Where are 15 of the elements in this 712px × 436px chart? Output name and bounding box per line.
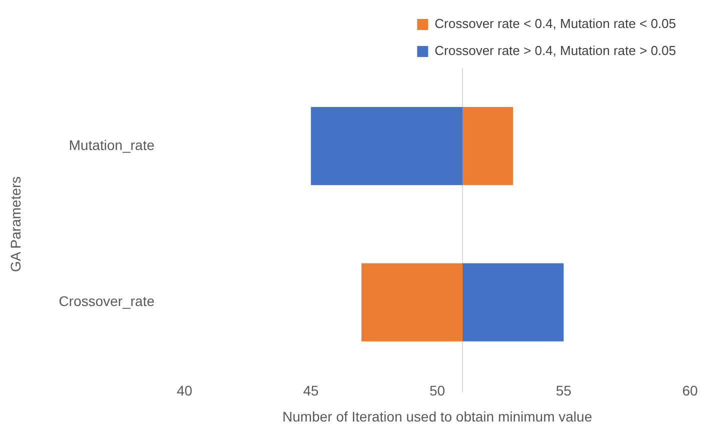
x-tick-label: 55: [556, 382, 572, 399]
x-tick-label: 60: [682, 382, 698, 399]
y-axis-title: GA Parameters: [7, 176, 24, 272]
y-tick-label: Mutation_rate: [68, 136, 155, 153]
bar: [361, 263, 463, 342]
x-axis-title: Number of Iteration used to obtain minimum value: [282, 408, 592, 424]
x-tick-label: 50: [429, 382, 446, 399]
bar: [310, 107, 463, 186]
x-tick-label: 45: [303, 382, 319, 399]
legend-label: Crossover rate > 0.4, Mutation rate > 0.05: [434, 43, 676, 58]
legend-label: Crossover rate < 0.4, Mutation rate < 0.05: [434, 16, 676, 32]
bar: [462, 107, 514, 186]
bar: [462, 263, 564, 342]
y-tick-label: Crossover_rate: [58, 293, 155, 310]
x-tick-label: 40: [176, 382, 192, 399]
